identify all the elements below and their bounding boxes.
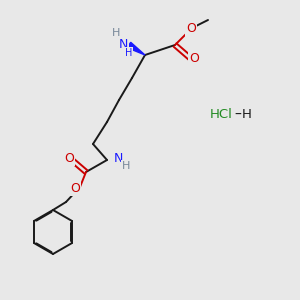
- Text: O: O: [70, 182, 80, 194]
- Text: O: O: [189, 52, 199, 65]
- Text: O: O: [64, 152, 74, 164]
- Text: HCl: HCl: [210, 109, 233, 122]
- Text: O: O: [186, 22, 196, 35]
- Text: N: N: [118, 38, 128, 52]
- Text: H: H: [125, 48, 133, 58]
- Polygon shape: [127, 42, 145, 55]
- Text: H: H: [242, 109, 252, 122]
- Text: N: N: [114, 152, 123, 166]
- Text: H: H: [122, 161, 130, 171]
- Text: –: –: [234, 108, 241, 122]
- Text: H: H: [112, 28, 120, 38]
